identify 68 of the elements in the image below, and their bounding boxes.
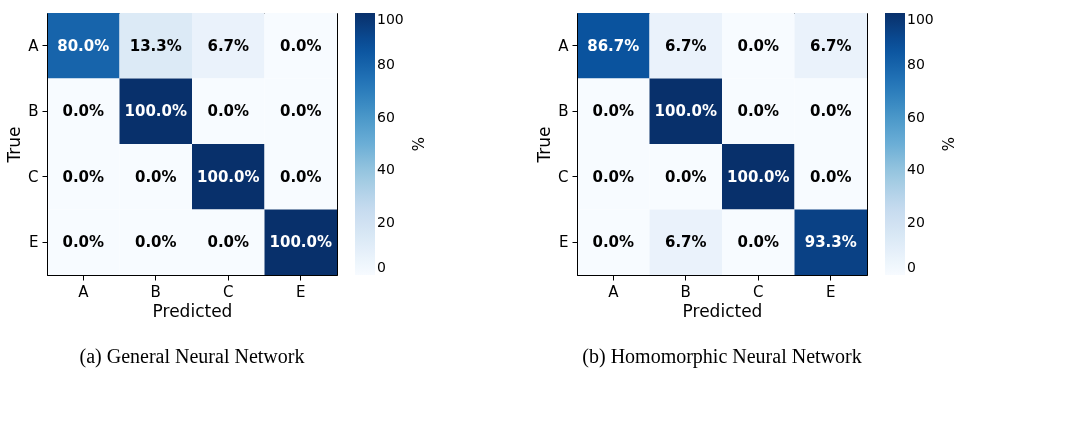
color-bar-title: % xyxy=(938,136,956,152)
data-label: 13.3% xyxy=(129,36,182,55)
text: (b) Homomorphic Neural Network xyxy=(582,345,862,368)
data-label: 0.0% xyxy=(737,102,780,121)
x-axis-title: Predicted xyxy=(682,300,763,321)
x-tick-label: E xyxy=(826,282,836,301)
data-label: 100.0% xyxy=(197,167,260,186)
data-label: 0.0% xyxy=(737,233,780,252)
color-bar-title: % xyxy=(408,136,426,152)
data-label: 6.7% xyxy=(809,36,852,55)
data-label: 6.7% xyxy=(207,36,250,55)
data-label: 0.0% xyxy=(62,167,105,186)
data-label: 0.0% xyxy=(207,233,250,252)
color-bar-label: 80 xyxy=(377,56,395,73)
x-axis-title: Predicted xyxy=(152,300,233,321)
data-label: 0.0% xyxy=(62,233,105,252)
y-tick-label: C xyxy=(28,167,39,186)
color-bar-label: 20 xyxy=(907,213,925,230)
y-tick-label: A xyxy=(558,36,570,55)
data-label: 0.0% xyxy=(134,167,177,186)
data-label: 6.7% xyxy=(664,233,707,252)
x-tick-label: B xyxy=(680,282,691,301)
data-label: 80.0% xyxy=(57,36,110,55)
color-bar-label: 40 xyxy=(377,161,395,178)
x-tick-label: A xyxy=(608,282,620,301)
x-tick-label: C xyxy=(753,282,764,301)
y-axis-title: True xyxy=(4,126,25,164)
data-label: 0.0% xyxy=(207,102,250,121)
color-bar-label: 0 xyxy=(907,259,916,275)
color-bar-label: 60 xyxy=(377,108,395,125)
data-label: 0.0% xyxy=(809,167,852,186)
color-bar-label: 0 xyxy=(377,259,386,275)
y-tick-label: B xyxy=(28,102,39,121)
data-label: 0.0% xyxy=(62,102,105,121)
data-label: 0.0% xyxy=(592,167,635,186)
x-tick-label: E xyxy=(296,282,306,301)
data-label: 0.0% xyxy=(279,167,322,186)
y-tick-label: E xyxy=(29,233,39,252)
color-bar-label: 80 xyxy=(907,56,925,73)
color-bar-label: 100 xyxy=(907,11,934,27)
data-label: 6.7% xyxy=(664,36,707,55)
data-label: 0.0% xyxy=(664,167,707,186)
color-bar-label: 40 xyxy=(907,161,925,178)
color-bar-label: 20 xyxy=(377,213,395,230)
data-label: 100.0% xyxy=(269,233,332,252)
data-label: 0.0% xyxy=(809,102,852,121)
data-label: 0.0% xyxy=(134,233,177,252)
data-label: 0.0% xyxy=(737,36,780,55)
data-label: 86.7% xyxy=(587,36,640,55)
color-bar-label: 60 xyxy=(907,108,925,125)
data-label: 0.0% xyxy=(279,102,322,121)
data-label: 100.0% xyxy=(124,102,187,121)
y-axis-title: True xyxy=(534,126,555,164)
data-label: 0.0% xyxy=(592,102,635,121)
data-label: 100.0% xyxy=(727,167,790,186)
data-label: 100.0% xyxy=(654,102,717,121)
data-label: 0.0% xyxy=(592,233,635,252)
x-tick-label: A xyxy=(78,282,90,301)
y-tick-label: E xyxy=(559,233,569,252)
text: (a) General Neural Network xyxy=(79,345,305,368)
x-tick-label: B xyxy=(150,282,161,301)
x-tick-label: C xyxy=(223,282,234,301)
y-tick-label: B xyxy=(558,102,569,121)
data-label: 0.0% xyxy=(279,36,322,55)
color-bar-label: 100 xyxy=(377,11,404,27)
data-label: 93.3% xyxy=(804,233,857,252)
y-tick-label: C xyxy=(558,167,569,186)
y-tick-label: A xyxy=(28,36,40,55)
